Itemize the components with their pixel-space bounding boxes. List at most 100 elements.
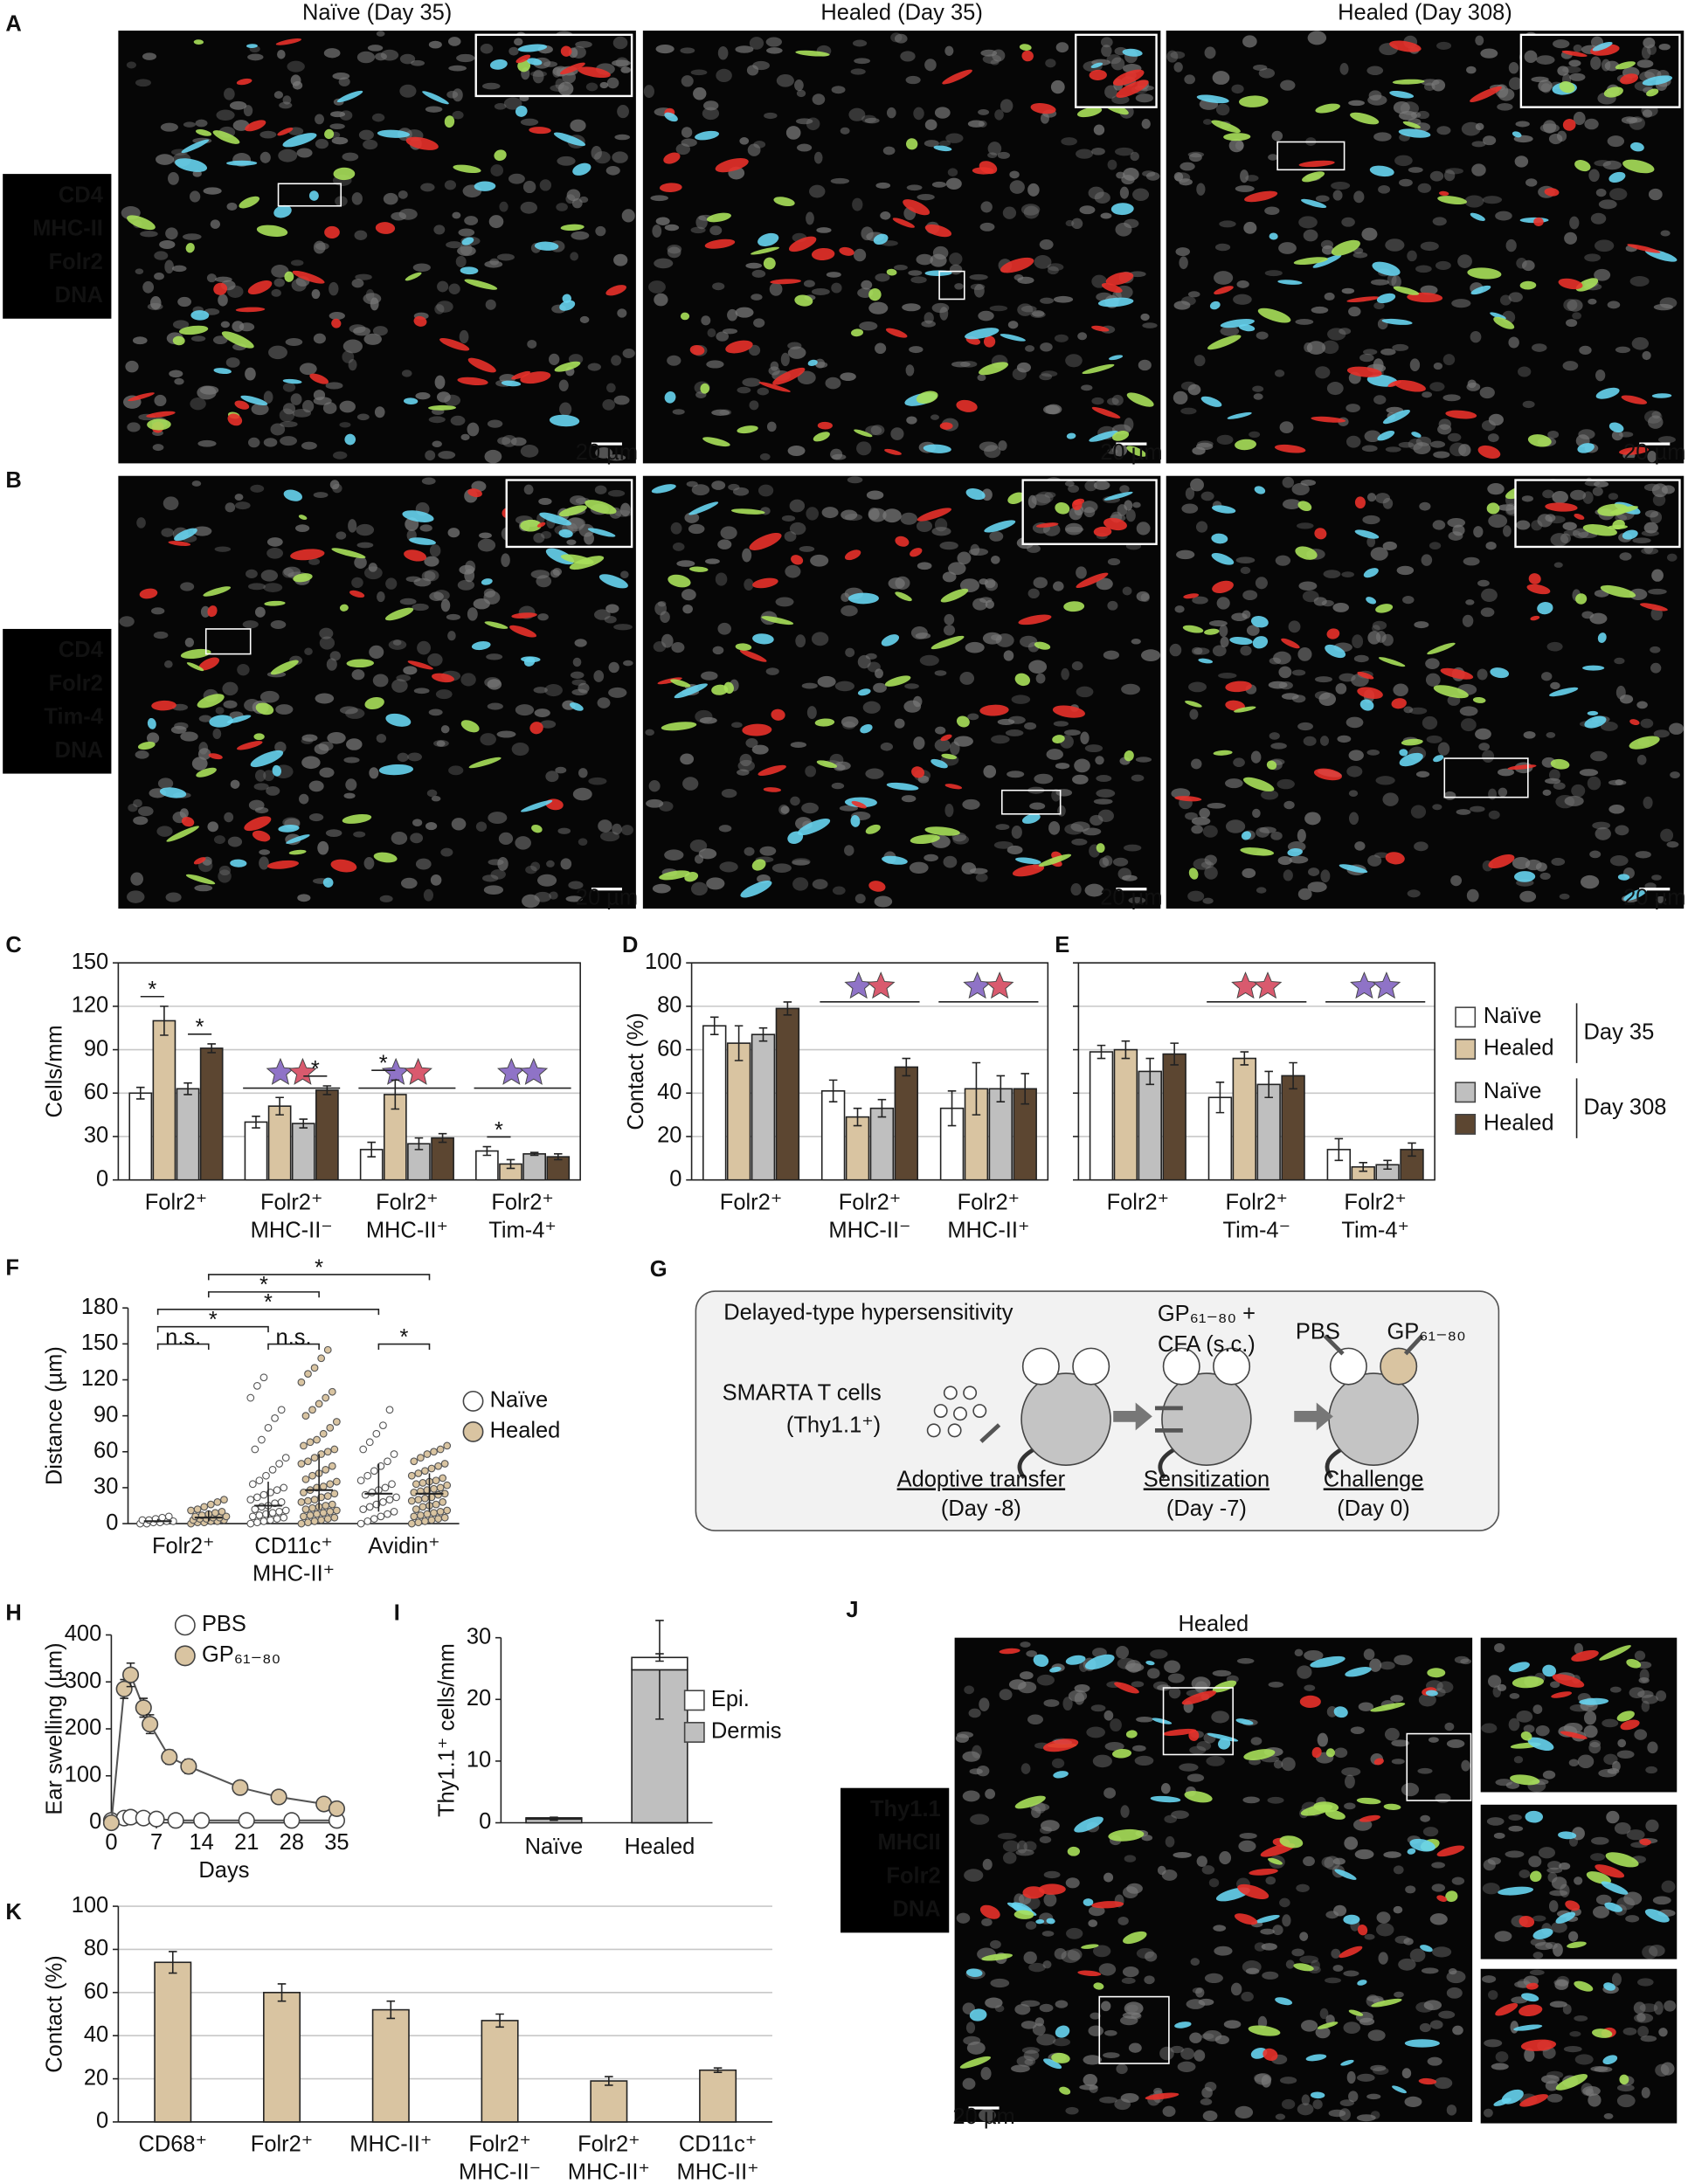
cell-signal (1297, 501, 1312, 512)
cell-signal (911, 766, 925, 778)
nucleus (1367, 854, 1382, 867)
nucleus (1348, 100, 1365, 107)
cell-signal (536, 522, 546, 528)
cell-signal (1488, 854, 1515, 869)
diagram-text: GP₆₁₋₈₀ (1387, 1320, 1465, 1344)
cell-signal (468, 757, 502, 769)
cell-signal (1521, 1993, 1539, 2002)
nucleus (530, 861, 541, 872)
nucleus (978, 109, 990, 115)
nucleus (716, 68, 732, 83)
nucleus (1524, 2048, 1535, 2063)
nucleus (1086, 1726, 1106, 1738)
nucleus (1571, 784, 1586, 798)
significance-bracket (156, 1308, 380, 1316)
data-point (328, 1387, 336, 1396)
cell-signal (695, 130, 720, 141)
nucleus (1122, 1966, 1139, 1978)
nucleus (1097, 809, 1114, 823)
step-label: Sensitization (1144, 1467, 1269, 1491)
nucleus (1026, 544, 1041, 553)
cell-signal (1407, 1848, 1416, 1855)
nucleus (266, 537, 283, 547)
cell-signal (1254, 486, 1266, 494)
inset-frame (474, 33, 633, 98)
nucleus (676, 560, 695, 567)
cell-signal (1514, 871, 1536, 882)
nucleus (1208, 1877, 1220, 1888)
nucleus (1432, 217, 1447, 226)
nucleus (979, 2108, 996, 2122)
cell-signal (1510, 1774, 1540, 1786)
data-point (385, 1406, 394, 1414)
data-point (430, 1484, 438, 1493)
nucleus (1027, 183, 1040, 197)
cell-signal (1391, 698, 1407, 709)
nucleus (1508, 1825, 1524, 1832)
data-point (300, 1512, 308, 1521)
nucleus (304, 647, 313, 656)
nucleus (742, 377, 761, 387)
nucleus (1513, 1756, 1524, 1764)
legend-label: PBS (202, 1612, 246, 1636)
cell-signal (651, 484, 676, 494)
x-tick-label: MHC-II⁺ (253, 1562, 335, 1586)
bar (1232, 1057, 1257, 1181)
nucleus (604, 615, 617, 624)
nucleus (213, 835, 225, 845)
nucleus (292, 409, 312, 418)
cell-signal (1433, 685, 1469, 699)
nucleus (536, 874, 557, 887)
nucleus (1573, 111, 1586, 126)
cell-signal (1212, 580, 1234, 593)
nucleus (308, 813, 324, 822)
nucleus (1306, 341, 1326, 355)
nucleus (758, 484, 774, 497)
data-point (365, 1438, 374, 1447)
nucleus (399, 53, 416, 65)
cell-signal (1077, 1970, 1102, 1977)
data-point (407, 1496, 416, 1505)
nucleus (1461, 1759, 1470, 1772)
nucleus (1393, 683, 1408, 696)
nucleus (1577, 1754, 1595, 1769)
nucleus (873, 682, 887, 693)
nucleus (1551, 1876, 1567, 1890)
cell-signal (181, 139, 210, 154)
data-point (390, 1507, 398, 1516)
nucleus (831, 782, 845, 790)
nucleus (1615, 346, 1631, 354)
y-tick-label: 150 (72, 950, 109, 974)
cell-signal (959, 2056, 992, 2069)
cell-signal (1436, 1845, 1465, 1857)
nucleus (1554, 1980, 1569, 1990)
cell-signal (1211, 120, 1241, 133)
nucleus (1376, 1911, 1391, 1924)
cell-signal (558, 529, 573, 538)
cell-signal (1561, 50, 1588, 58)
y-tick-label: 0 (89, 1809, 101, 1834)
nucleus (290, 259, 304, 266)
nucleus (1541, 672, 1553, 681)
error-bar (1170, 1042, 1179, 1066)
nucleus (1532, 1952, 1544, 1959)
nucleus (1660, 2062, 1675, 2076)
nucleus (1494, 1643, 1505, 1653)
cell-signal (689, 344, 705, 356)
nucleus (1550, 1681, 1560, 1689)
nucleus (1452, 2025, 1463, 2035)
cell-signal (560, 45, 572, 57)
channel-name: MHCII (878, 1830, 941, 1855)
nucleus (646, 798, 664, 808)
diagram-text: SMARTA T cells (723, 1381, 882, 1406)
cell-signal (511, 370, 531, 380)
nucleus (1122, 874, 1138, 881)
data-point (326, 1480, 335, 1489)
nucleus (452, 110, 464, 120)
nucleus (425, 106, 443, 113)
nucleus (1315, 2026, 1331, 2039)
nucleus (128, 803, 138, 812)
nucleus (690, 881, 708, 896)
cell-signal (208, 753, 223, 760)
nucleus (1482, 196, 1503, 204)
